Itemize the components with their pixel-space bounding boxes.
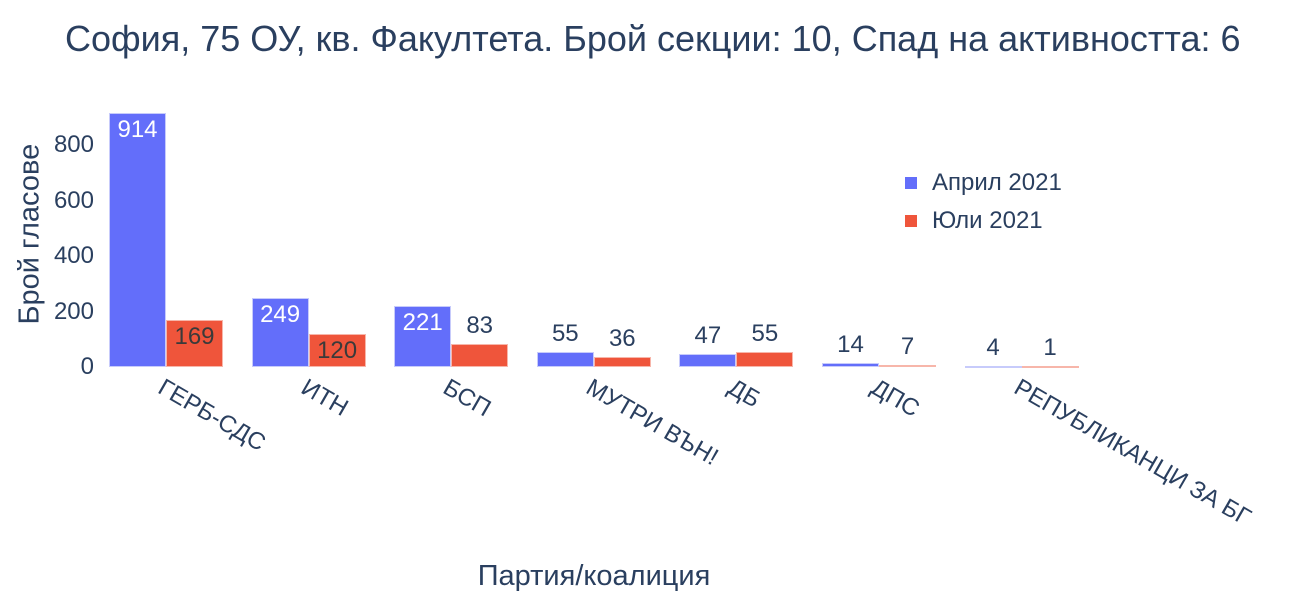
bar-july[interactable]: [879, 365, 936, 368]
legend-item-april[interactable]: Април 2021: [905, 164, 1062, 202]
data-label: 7: [900, 333, 915, 361]
data-label: 249: [260, 300, 301, 328]
x-axis-label: Партия/коалиция: [477, 560, 711, 592]
bar-april[interactable]: [822, 363, 879, 367]
x-tick-label: МУТРИ ВЪН!: [581, 373, 723, 472]
data-label: 83: [466, 311, 494, 339]
x-tick-label: ДБ: [723, 373, 766, 414]
y-tick-label: 800: [53, 131, 94, 158]
y-tick-label: 200: [53, 297, 94, 325]
data-label: 120: [317, 336, 358, 364]
bar-july[interactable]: [308, 333, 366, 367]
legend-item-july[interactable]: Юли 2021: [905, 202, 1062, 240]
bar-july[interactable]: [1021, 366, 1079, 368]
data-label: 914: [117, 116, 158, 144]
bar-april[interactable]: [679, 353, 737, 367]
bar-july[interactable]: [593, 357, 651, 367]
data-label: 169: [174, 323, 215, 351]
bar-july[interactable]: [166, 320, 223, 367]
x-tick-label: ИТН: [296, 373, 353, 422]
y-tick-label: 600: [53, 186, 94, 214]
legend: Април 2021 Юли 2021: [905, 164, 1062, 240]
bar-july[interactable]: [736, 351, 794, 367]
legend-swatch-icon: [905, 177, 917, 189]
data-label: 14: [837, 331, 864, 359]
bar-april[interactable]: [394, 305, 452, 367]
data-label: 4: [986, 333, 1000, 361]
bar-july[interactable]: [451, 343, 509, 367]
bar-april[interactable]: [964, 365, 1022, 368]
bar-april[interactable]: [109, 113, 166, 367]
legend-label: Юли 2021: [932, 207, 1043, 234]
x-tick-label: ГЕРБ-СДС: [153, 373, 271, 457]
data-label: 55: [551, 319, 579, 347]
bar-april[interactable]: [536, 351, 594, 367]
chart-title: София, 75 ОУ, кв. Факултета. Брой секции…: [65, 18, 1241, 59]
y-tick-label: 0: [80, 353, 94, 380]
data-label: 36: [608, 325, 636, 352]
bar-april[interactable]: [251, 297, 309, 367]
legend-label: Април 2021: [932, 169, 1062, 196]
x-tick-label: РЕПУБЛИКАНЦИ ЗА БГ: [1009, 373, 1255, 532]
x-tick-label: ДПС: [866, 373, 925, 423]
data-label: 47: [694, 321, 722, 349]
data-label: 55: [751, 319, 779, 347]
y-tick-label: 400: [53, 242, 94, 269]
legend-swatch-icon: [905, 215, 917, 227]
x-tick-label: БСП: [438, 373, 496, 423]
data-label: 1: [1043, 334, 1057, 361]
data-label: 221: [402, 308, 443, 336]
